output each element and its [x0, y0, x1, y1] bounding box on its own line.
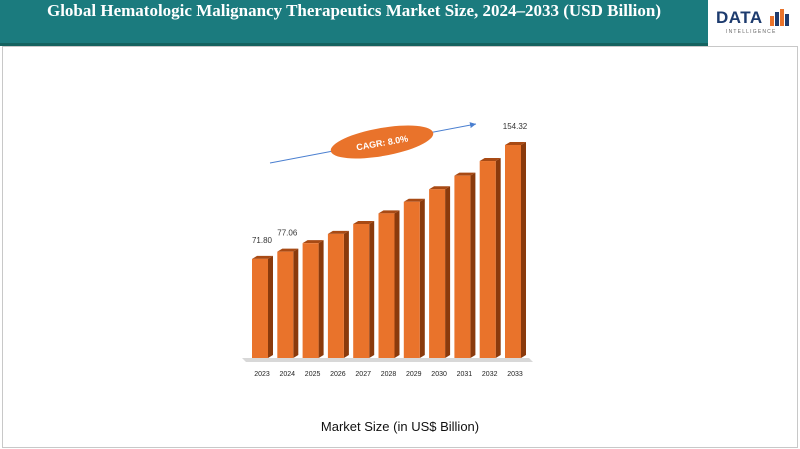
- x-tick-label: 2028: [381, 371, 397, 378]
- bar: [505, 145, 521, 358]
- x-tick-label: 2032: [482, 371, 498, 378]
- bar-top: [277, 248, 299, 252]
- x-tick-label: 2026: [330, 371, 346, 378]
- x-axis-title: Market Size (in US$ Billion): [320, 419, 480, 434]
- bar-side: [268, 255, 273, 358]
- bar: [454, 175, 471, 358]
- bar-side: [293, 248, 299, 358]
- logo-subtext: INTELLIGENCE: [726, 29, 777, 35]
- bar: [479, 161, 496, 358]
- bar-side: [343, 230, 349, 358]
- bar: [378, 213, 395, 358]
- bar-top: [429, 186, 451, 190]
- x-tick-label: 2029: [406, 371, 422, 378]
- bar-side: [521, 142, 526, 358]
- chart-title: Global Hematologic Malignancy Therapeuti…: [0, 0, 708, 46]
- cagr-badge: [330, 125, 434, 159]
- bar-top: [252, 255, 273, 259]
- chart-floor: [242, 358, 533, 362]
- chart-frame: [2, 46, 798, 448]
- x-tick-label: 2031: [457, 371, 473, 378]
- x-tick-label: 2033: [507, 371, 523, 378]
- x-tick-label: 2023: [254, 371, 270, 378]
- x-tick-label: 2027: [355, 371, 371, 378]
- x-tick-label: 2025: [305, 371, 321, 378]
- bar-side: [394, 210, 400, 358]
- bar-side: [495, 158, 501, 358]
- bar-top: [327, 230, 349, 234]
- data-label: 77.06: [277, 229, 298, 238]
- bar-side: [470, 172, 476, 358]
- bar: [429, 189, 446, 358]
- bar: [277, 251, 294, 358]
- bar-top: [454, 172, 476, 176]
- bar-side: [369, 220, 375, 358]
- bar: [403, 201, 420, 358]
- bar-top: [378, 210, 400, 214]
- bar-side: [445, 186, 451, 358]
- data-label: 71.80: [252, 236, 273, 245]
- bar-top: [353, 220, 375, 224]
- bar: [252, 258, 268, 358]
- bar: [353, 223, 370, 358]
- logo-bars-icon: [770, 9, 789, 26]
- bar: [327, 233, 344, 358]
- data-label: 154.32: [503, 122, 528, 131]
- bar: [302, 243, 319, 358]
- bar-top: [403, 198, 425, 202]
- logo-text: DATA: [716, 8, 763, 27]
- company-logo: DATA INTELLIGENCE: [712, 2, 798, 42]
- bar-top: [302, 240, 324, 244]
- bar-top: [505, 142, 526, 145]
- bar-top: [479, 158, 501, 162]
- x-tick-label: 2024: [280, 371, 296, 378]
- bar-side: [419, 198, 425, 358]
- x-tick-label: 2030: [431, 371, 447, 378]
- bar-side: [318, 240, 324, 358]
